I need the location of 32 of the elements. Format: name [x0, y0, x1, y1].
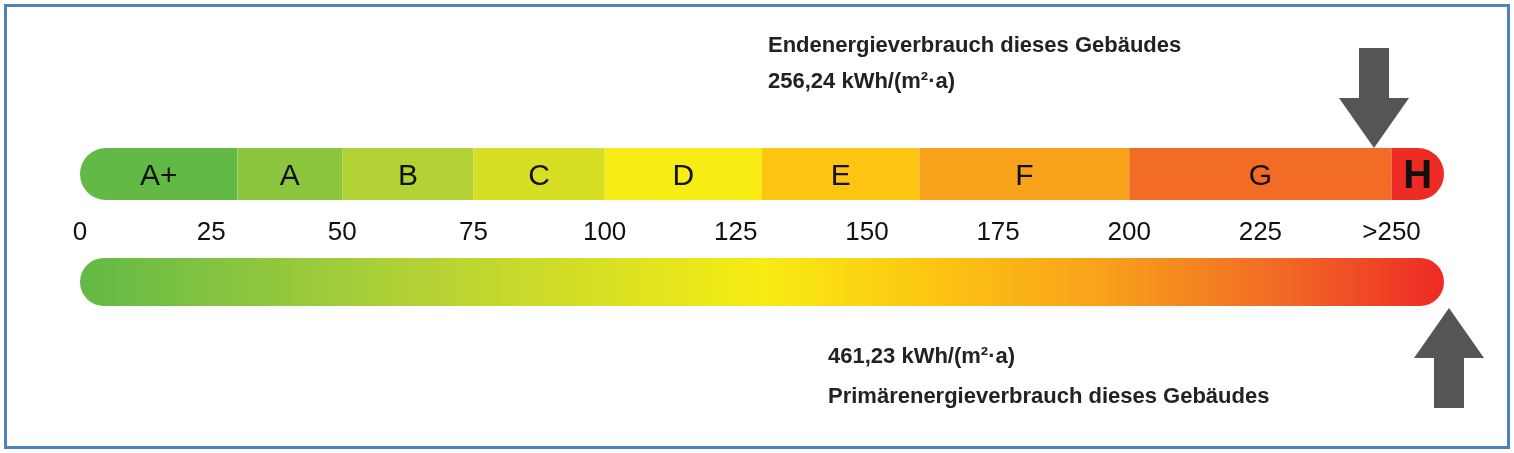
- x-tick-label: 75: [459, 216, 488, 246]
- series-label: F: [1015, 157, 1034, 191]
- bar: [1129, 148, 1392, 200]
- text: Primärenergieverbrauch dieses Gebäudes: [828, 383, 1270, 409]
- series-label: A: [279, 157, 300, 191]
- x-tick-label: 175: [976, 216, 1020, 246]
- series-label: C: [528, 157, 550, 191]
- text: Endenergieverbrauch dieses Gebäudes: [768, 32, 1182, 58]
- x-tick-label: 25: [196, 216, 226, 246]
- bar: [762, 148, 920, 200]
- series-label: B: [397, 157, 418, 191]
- x-tick-label: 125: [714, 216, 758, 246]
- bar: [919, 148, 1130, 200]
- bar: [342, 148, 474, 200]
- x-tick-label: 200: [1107, 216, 1151, 246]
- x-tick-label: >250: [1362, 216, 1421, 246]
- bar: [237, 148, 343, 200]
- series-label: A+: [139, 157, 178, 191]
- series-label: H: [1403, 152, 1433, 196]
- bar: [604, 148, 762, 200]
- bar: [473, 148, 605, 200]
- x-tick-label: 0: [72, 216, 88, 246]
- series-label: E: [830, 157, 851, 191]
- bar: [80, 148, 238, 200]
- series-label: G: [1248, 157, 1273, 191]
- x-tick-label: 50: [327, 216, 357, 246]
- x-tick-label: 225: [1238, 216, 1283, 246]
- x-tick-label: 150: [845, 216, 889, 246]
- text: 256,24 kWh/(m²·a): [768, 68, 956, 94]
- x-tick-label: 100: [582, 216, 627, 246]
- text: 461,23 kWh/(m²·a): [828, 343, 1016, 369]
- series-label: D: [672, 157, 695, 191]
